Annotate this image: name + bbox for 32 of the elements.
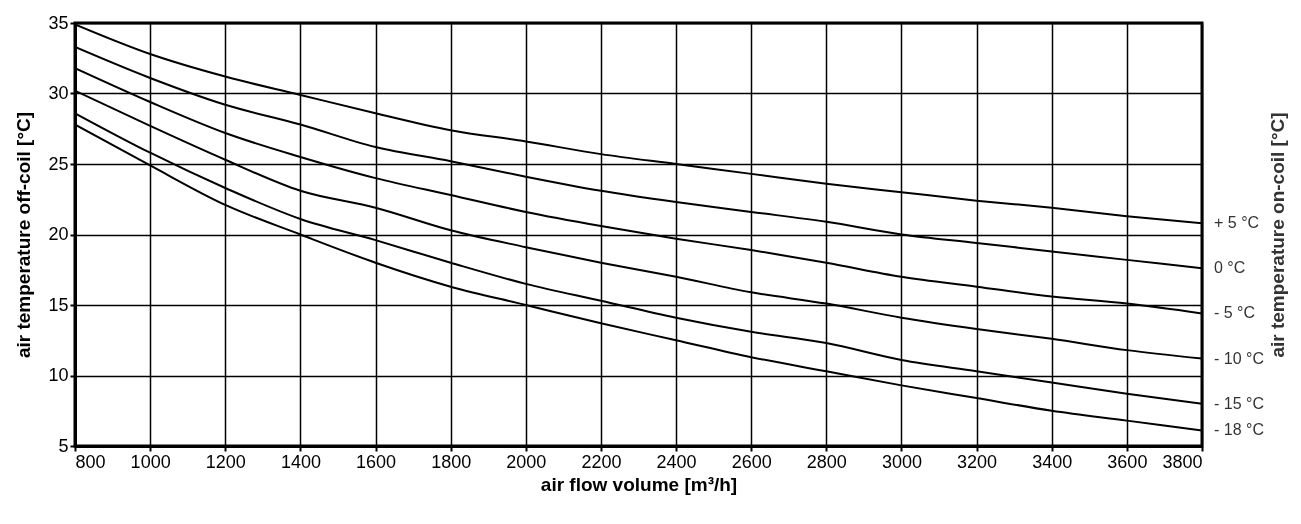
series-label: - 18 °C <box>1214 421 1264 439</box>
y-tick-label: 5 <box>58 435 69 456</box>
x-tick-label: 1600 <box>356 451 397 472</box>
x-tick-label: 3000 <box>881 451 922 472</box>
y-tick-label: 20 <box>48 224 69 244</box>
y-tick-label: 30 <box>48 83 69 103</box>
y-tick-label: 35 <box>48 12 69 33</box>
x-tick-label: 2800 <box>806 451 847 472</box>
series-label: - 5 °C <box>1214 304 1256 322</box>
x-tick-label: 3600 <box>1107 451 1148 472</box>
x-tick-label: 3200 <box>957 451 998 472</box>
x-tick-label: 1200 <box>205 451 246 472</box>
x-tick-label: 2200 <box>581 451 622 472</box>
series-label: - 15 °C <box>1214 394 1264 412</box>
x-tick-label: 1000 <box>130 451 171 472</box>
y-tick-label: 15 <box>48 294 69 315</box>
y2-axis-title: air temperature on-coil [°C] <box>1266 112 1288 358</box>
x-tick-label: 1800 <box>431 451 472 472</box>
x-tick-label: 2000 <box>506 451 547 472</box>
y-tick-label: 10 <box>48 365 69 385</box>
x-tick-label: 800 <box>75 451 106 472</box>
x-tick-label: 2600 <box>731 451 772 472</box>
x-tick-label: 1400 <box>280 451 321 472</box>
y-tick-label: 25 <box>48 153 69 174</box>
series-label: - 10 °C <box>1214 349 1264 367</box>
y-axis-title: air temperature off-coil [°C] <box>13 111 35 359</box>
x-tick-label: 2400 <box>656 451 697 472</box>
x-tick-label: 3400 <box>1032 451 1073 472</box>
series-label: 0 °C <box>1214 259 1246 277</box>
x-tick-label: 3800 <box>1162 451 1203 472</box>
x-axis-title: air flow volume [m³/h] <box>540 473 738 495</box>
series-label: + 5 °C <box>1214 214 1260 232</box>
